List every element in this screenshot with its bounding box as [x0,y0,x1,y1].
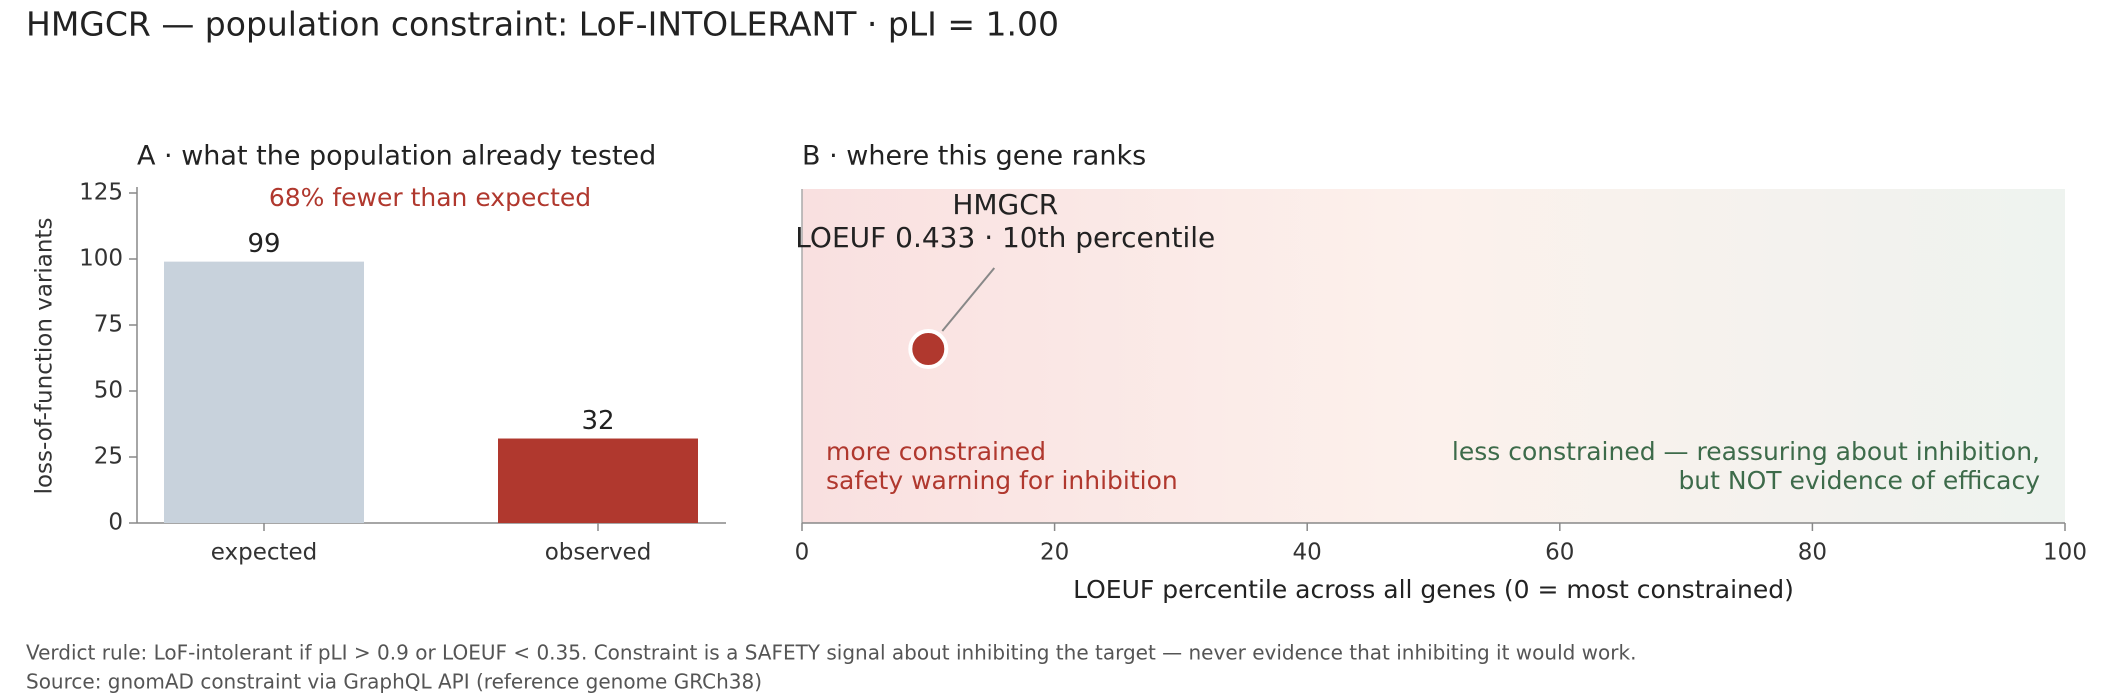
y-tick-label: 50 [94,378,123,404]
x-tick-label: expected [211,540,318,566]
y-tick-label: 75 [94,312,123,338]
bar [164,261,364,523]
y-axis-label: loss-of-function variants [32,218,58,495]
y-tick-label: 100 [79,246,123,272]
leader-line [941,267,996,332]
panel-title: A · what the population already tested [137,141,656,172]
x-tick-label: 60 [1545,540,1574,566]
bar [498,438,698,523]
x-axis-label: LOEUF percentile across all genes (0 = m… [1073,575,1794,604]
annotation: 68% fewer than expected [269,183,591,212]
x-tick-label: observed [545,540,652,566]
point [908,329,949,369]
left-note: safety warning for inhibition [826,466,1178,495]
x-tick-label: 0 [795,540,810,566]
value-label: 99 [247,229,280,259]
x-tick-label: 20 [1040,540,1069,566]
point-label: LOEUF 0.433 · 10th percentile [795,221,1215,254]
value-label: 32 [581,406,614,436]
point-label: HMGCR [952,188,1058,221]
x-tick-label: 40 [1293,540,1322,566]
y-tick-label: 125 [79,180,123,206]
right-note: less constrained — reassuring about inhi… [1452,437,2040,466]
footer-note: Verdict rule: LoF-intolerant if pLI > 0.… [26,641,1636,665]
x-tick-label: 80 [1798,540,1827,566]
footer-source: Source: gnomAD constraint via GraphQL AP… [26,670,762,694]
right-note: but NOT evidence of efficacy [1678,466,2040,495]
x-tick-label: 100 [2043,540,2087,566]
panel-title: B · where this gene ranks [802,141,1146,172]
page-title: HMGCR — population constraint: LoF-INTOL… [26,5,1059,44]
y-tick-label: 25 [94,444,123,470]
left-note: more constrained [826,437,1046,466]
panel-background [802,189,2065,523]
y-tick-label: 0 [108,510,123,536]
